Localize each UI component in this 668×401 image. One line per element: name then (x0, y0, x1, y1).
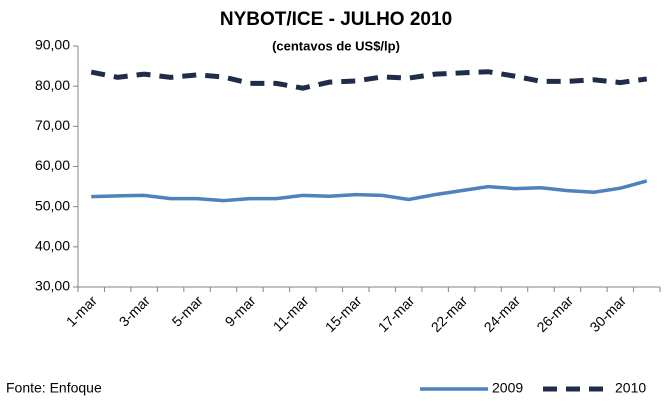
line-series (90, 69, 648, 91)
x-tick-label: 26-mar (533, 292, 576, 335)
source-note: Fonte: Enfoque (6, 380, 102, 396)
legend-label: 2009 (492, 380, 523, 396)
y-tick-label: 80,00 (35, 77, 70, 93)
y-tick-label: 50,00 (35, 197, 70, 213)
x-tick-label: 17-mar (375, 292, 418, 335)
y-tick-label: 30,00 (35, 278, 70, 294)
x-tick-label: 11-mar (270, 292, 312, 334)
y-tick-label: 40,00 (35, 238, 70, 254)
x-tick-label: 22-mar (428, 292, 471, 335)
x-tick-label: 30-mar (586, 292, 629, 335)
y-tick-label: 90,00 (35, 37, 70, 53)
x-tick-label: 1-mar (63, 292, 100, 329)
x-tick-label: 24-mar (481, 292, 524, 335)
chart-title: NYBOT/ICE - JULHO 2010 (220, 9, 452, 30)
line-series (91, 179, 648, 203)
x-tick-label: 5-mar (169, 292, 206, 329)
y-tick-label: 70,00 (35, 117, 70, 133)
x-tick-label: 3-mar (116, 292, 153, 329)
chart-subtitle: (centavos de US$/lp) (272, 38, 400, 53)
x-tick-label: 15-mar (322, 292, 365, 335)
x-tick-label: 9-mar (222, 292, 259, 329)
legend-label: 2010 (615, 380, 646, 396)
y-tick-label: 60,00 (35, 157, 70, 173)
